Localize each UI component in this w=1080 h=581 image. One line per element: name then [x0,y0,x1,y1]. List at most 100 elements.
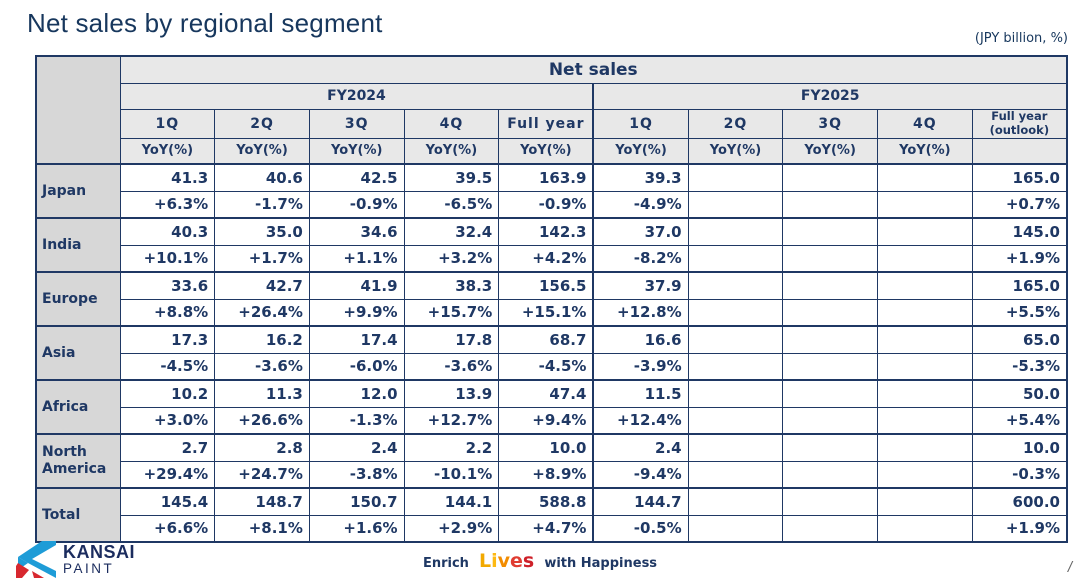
table-row-yoy: +29.4% +24.7% -3.8% -10.1% +8.9% -9.4% -0.3% [36,460,1068,489]
yoy-cell: -4.9% [592,190,689,219]
table-row-values: Japan 41.3 40.6 42.5 39.5 163.9 39.3 165.0 [35,163,1068,219]
value-cell: 165.0 [971,271,1068,300]
page-title: Net sales by regional segment [27,8,383,38]
value-cell: 2.8 [214,433,310,462]
yoy-cell: -8.2% [592,244,689,273]
yoy-cell: +6.6% [119,514,216,543]
value-cell: 50.0 [971,379,1068,408]
yoy-cell: -1.3% [308,406,405,435]
yoy-cell [782,460,878,489]
value-cell: 39.5 [403,163,500,192]
yoy-cell: +12.8% [592,298,689,327]
tagline-highlight-letter: v [497,550,511,572]
yoy-cell: -4.5% [119,352,216,381]
fy2025-fullyear-outlook-header: Full year (outlook) [971,108,1068,139]
table-row-values: Asia 17.3 16.2 17.4 17.8 68.7 16.6 65.0 [35,325,1068,381]
value-cell [687,217,784,246]
value-cell [877,271,973,300]
fy2025-q2-header: 2Q [687,108,784,139]
yoy-header: YoY(%) [782,137,878,165]
value-cell: 41.9 [308,271,405,300]
yoy-cell: +9.9% [308,298,405,327]
row-label: Africa [35,379,121,435]
yoy-cell [687,406,784,435]
yoy-cell [782,406,878,435]
yoy-cell: -0.9% [498,190,594,219]
yoy-header: YoY(%) [498,137,594,165]
value-cell [687,487,784,516]
value-cell: 34.6 [308,217,405,246]
value-cell: 47.4 [498,379,594,408]
fy2025-q1-header: 1Q [592,108,689,139]
value-cell [687,433,784,462]
tagline-highlight-letter: e [510,550,523,572]
value-cell [877,379,973,408]
fy2025-q4-header: 4Q [877,108,973,139]
logo-text-paint: PAINT [63,560,115,576]
yoy-cell: -3.8% [308,460,405,489]
value-cell: 145.0 [971,217,1068,246]
value-cell [782,433,878,462]
value-cell: 17.8 [403,325,500,354]
fy2024-header: FY2024 [119,82,594,110]
value-cell [877,163,973,192]
yoy-cell: +5.4% [971,406,1068,435]
yoy-header: YoY(%) [119,137,216,165]
table-header-row-quarters: 1Q 2Q 3Q 4Q Full year 1Q 2Q 3Q 4Q Full y… [36,108,1068,139]
value-cell: 10.0 [498,433,594,462]
yoy-cell: +3.2% [403,244,500,273]
value-cell: 144.7 [592,487,689,516]
kansai-k-mark-icon [16,541,56,578]
yoy-cell [877,406,973,435]
tagline-highlight-letter: i [491,550,498,572]
yoy-cell [687,514,784,543]
yoy-cell [687,190,784,219]
row-label: India [35,217,121,273]
table-row-yoy: +8.8% +26.4% +9.9% +15.7% +15.1% +12.8% +5.5% [36,298,1068,327]
yoy-cell: +8.9% [498,460,594,489]
value-cell: 37.0 [592,217,689,246]
value-cell: 10.2 [119,379,216,408]
value-cell: 40.3 [119,217,216,246]
tagline-highlight: Lives [479,550,534,572]
value-cell: 144.1 [403,487,500,516]
yoy-cell [782,352,878,381]
value-cell: 156.5 [498,271,594,300]
yoy-cell: +1.9% [971,514,1068,543]
value-cell [877,325,973,354]
yoy-cell [687,460,784,489]
value-cell: 68.7 [498,325,594,354]
value-cell [782,379,878,408]
value-cell: 38.3 [403,271,500,300]
fy2025-q3-header: 3Q [782,108,878,139]
table-header-row-title: Net sales [35,55,1068,165]
fy2024-q4-header: 4Q [403,108,500,139]
yoy-cell: +4.7% [498,514,594,543]
yoy-cell: -6.0% [308,352,405,381]
yoy-cell: +1.9% [971,244,1068,273]
value-cell: 16.6 [592,325,689,354]
yoy-header: YoY(%) [308,137,405,165]
yoy-cell [782,190,878,219]
value-cell: 600.0 [971,487,1068,516]
value-cell: 42.7 [214,271,310,300]
value-cell: 33.6 [119,271,216,300]
yoy-cell: +4.2% [498,244,594,273]
table-row-yoy: +10.1% +1.7% +1.1% +3.2% +4.2% -8.2% +1.9% [36,244,1068,273]
value-cell [687,325,784,354]
yoy-cell [877,514,973,543]
row-label: Total [35,487,121,543]
yoy-cell: +1.1% [308,244,405,273]
yoy-cell: +24.7% [214,460,310,489]
table-row-yoy: +3.0% +26.6% -1.3% +12.7% +9.4% +12.4% +5.4% [36,406,1068,435]
yoy-cell: +2.9% [403,514,500,543]
yoy-cell [782,514,878,543]
yoy-header: YoY(%) [214,137,310,165]
table-row-values: Total 145.4 148.7 150.7 144.1 588.8 144.7 600.0 [35,487,1068,543]
value-cell [782,325,878,354]
table-header-row-fiscal-year: FY2024 FY2025 [36,82,1068,110]
value-cell: 2.4 [308,433,405,462]
tagline-highlight-letter: L [479,550,492,572]
value-cell: 2.4 [592,433,689,462]
